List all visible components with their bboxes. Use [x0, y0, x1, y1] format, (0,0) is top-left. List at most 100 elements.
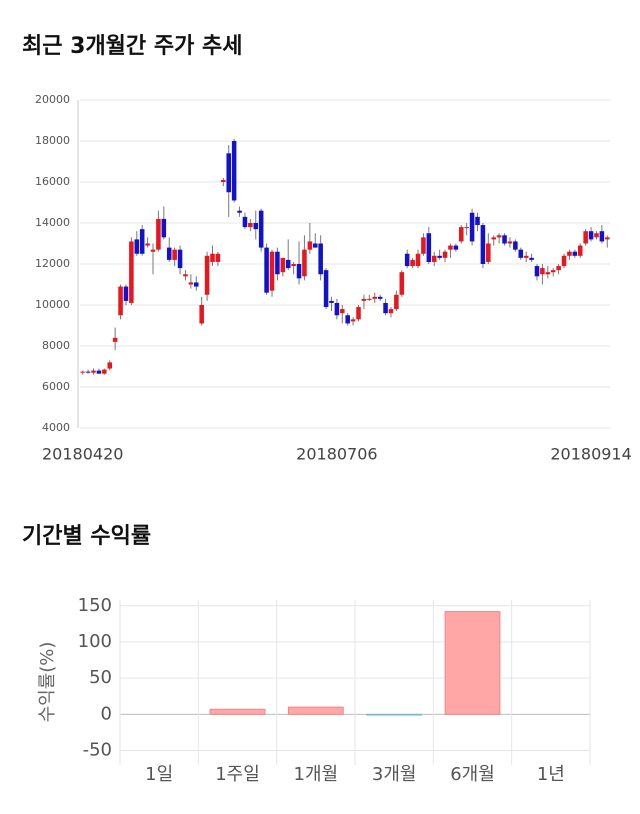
candle-body: [150, 249, 156, 252]
bar: [209, 708, 266, 715]
candle-body: [280, 257, 286, 273]
x-tick-label: 3개월: [372, 764, 417, 785]
candle-body: [415, 253, 421, 267]
candle-body: [269, 251, 275, 291]
candle-body: [172, 249, 177, 260]
candle-body: [577, 245, 583, 256]
candle-body: [426, 233, 432, 262]
candle-body: [248, 223, 253, 228]
candle-body: [567, 251, 572, 256]
y-tick-label: 16000: [35, 175, 70, 188]
x-tick-label: 1주일: [215, 764, 260, 785]
candle-body: [139, 229, 145, 254]
candle-body: [502, 235, 507, 244]
y-tick-label: 8000: [42, 339, 70, 352]
candle-body: [307, 241, 313, 250]
candle-body: [518, 249, 524, 258]
candle-body: [188, 282, 194, 285]
candle-body: [599, 231, 605, 242]
candle-body: [242, 216, 248, 228]
candle-body: [534, 266, 540, 277]
candle-body: [383, 302, 388, 314]
candle-body: [80, 371, 85, 373]
candle-body: [491, 237, 496, 240]
y-tick-label: 0: [101, 703, 112, 724]
candle-body: [129, 241, 134, 303]
candle-body: [507, 241, 513, 244]
candle-body: [199, 305, 204, 324]
candle-body: [177, 249, 183, 269]
candle-body: [431, 255, 437, 262]
candle-body: [605, 237, 610, 240]
candle-body: [318, 243, 323, 275]
candle-body: [448, 245, 453, 250]
y-tick-label: 150: [78, 595, 112, 616]
candle-body: [145, 243, 150, 246]
x-tick-label: 20180914: [550, 445, 631, 464]
candle-body: [112, 337, 118, 342]
candle-body: [486, 243, 491, 262]
x-tick-label: 20180706: [296, 445, 377, 464]
candle-body: [258, 210, 264, 248]
candle-body: [96, 370, 102, 374]
y-tick-label: -50: [83, 740, 112, 761]
candle-body: [118, 286, 123, 316]
candle-body: [156, 218, 161, 250]
candle-body: [421, 237, 426, 254]
candle-body: [264, 247, 269, 293]
candle-body: [340, 309, 345, 314]
x-tick-label: 1년: [537, 764, 565, 785]
candle-body: [453, 245, 459, 250]
candle-body: [523, 255, 529, 258]
candle-body: [550, 270, 556, 273]
candle-body: [329, 300, 334, 303]
candle-body: [561, 255, 567, 267]
candle-body: [312, 243, 318, 248]
y-tick-label: 12000: [35, 257, 70, 270]
candle-body: [356, 307, 361, 320]
candle-body: [372, 296, 378, 299]
candle-body: [367, 298, 372, 300]
candle-body: [437, 255, 442, 258]
candle-body: [166, 247, 172, 260]
candle-body: [91, 370, 96, 373]
candle-body: [442, 251, 448, 258]
candle-body: [194, 282, 199, 287]
y-tick-label: 6000: [42, 380, 70, 393]
candle-body: [350, 319, 356, 322]
candle-body: [556, 266, 561, 271]
candle-body: [404, 253, 410, 267]
candle-body: [469, 212, 475, 242]
y-axis-label: 수익률(%): [37, 642, 58, 723]
candle-body: [275, 251, 280, 275]
candle-body: [323, 270, 329, 308]
y-tick-label: 50: [89, 667, 112, 688]
x-tick-label: 20180420: [42, 445, 123, 464]
candle-body: [399, 272, 405, 295]
candle-body: [545, 272, 551, 275]
y-tick-label: 4000: [42, 421, 70, 434]
candle-body: [377, 296, 383, 299]
candle-body: [285, 259, 291, 269]
candle-body: [588, 231, 594, 240]
chart-title: 기간별 수익률: [22, 524, 151, 549]
candle-body: [183, 274, 188, 277]
chart-title: 최근 3개월간 주가 추세: [22, 34, 242, 59]
bar: [287, 706, 344, 715]
candle-body: [161, 218, 167, 238]
candle-body: [496, 235, 502, 238]
candle-body: [345, 315, 350, 324]
y-tick-label: 20000: [35, 93, 70, 106]
candle-body: [540, 268, 545, 275]
x-tick-label: 6개월: [450, 764, 495, 785]
candle-body: [388, 309, 394, 314]
candle-body: [394, 294, 399, 310]
y-tick-label: 18000: [35, 134, 70, 147]
candle-body: [237, 210, 242, 213]
candle-body: [253, 223, 259, 230]
candle-body: [215, 253, 221, 262]
x-tick-label: 1개월: [294, 764, 339, 785]
candle-body: [210, 253, 215, 262]
candle-body: [529, 257, 534, 260]
